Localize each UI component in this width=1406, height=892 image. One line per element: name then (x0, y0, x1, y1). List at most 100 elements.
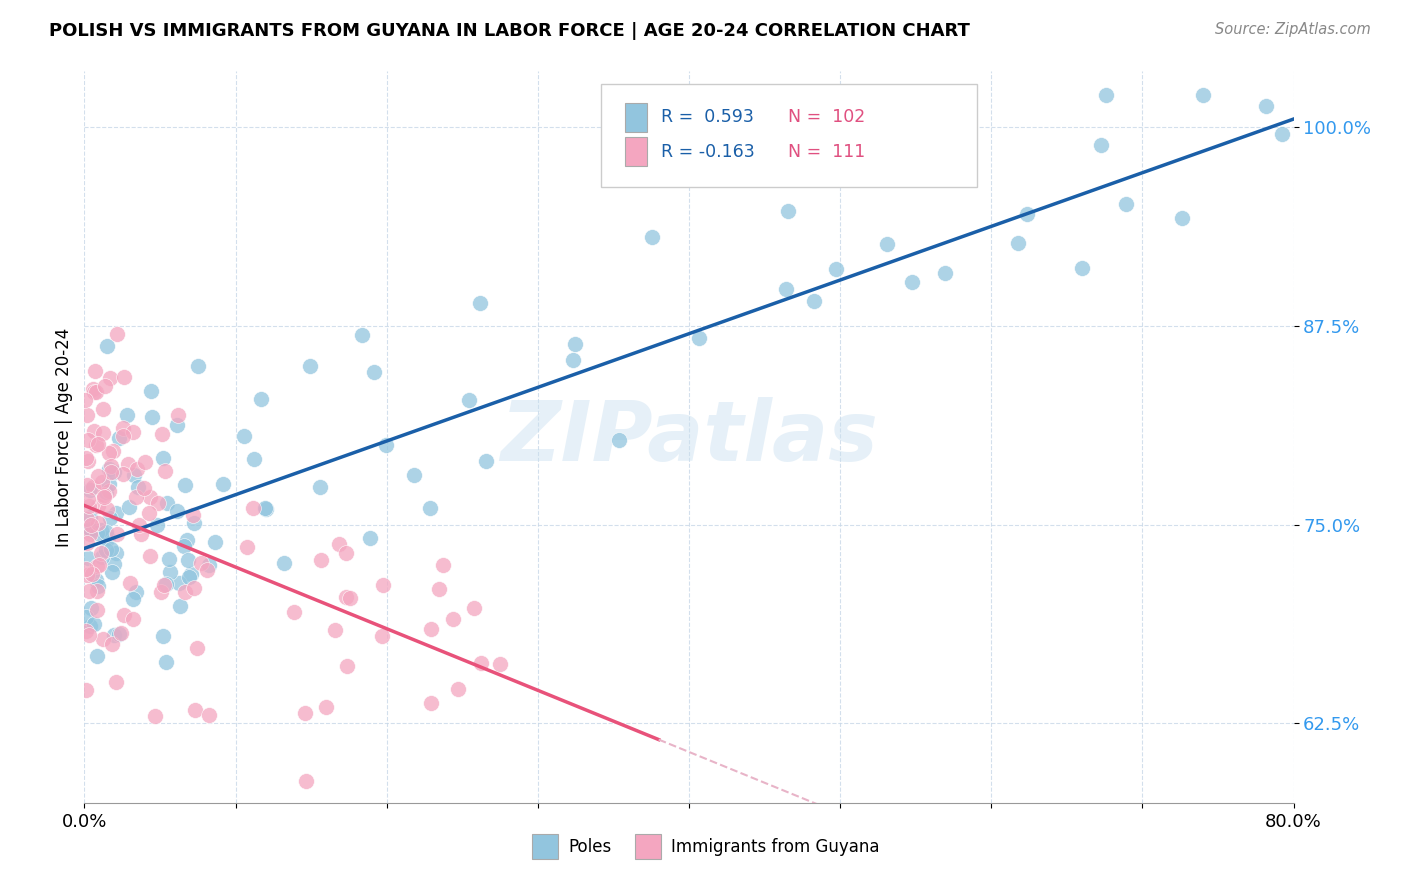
Poles (1015, 207, 1038, 221)
Poles (1115, 197, 1137, 211)
Immigrants from Guyana (129, 527, 152, 541)
Immigrants from Guyana (112, 608, 135, 623)
Immigrants from Guyana (463, 601, 485, 615)
Immigrants from Guyana (181, 508, 204, 522)
Immigrants from Guyana (328, 537, 350, 551)
Poles (94, 484, 117, 499)
Immigrants from Guyana (447, 682, 470, 697)
Immigrants from Guyana (138, 549, 160, 563)
Poles (122, 468, 145, 483)
Immigrants from Guyana (98, 371, 121, 385)
Poles (183, 516, 205, 530)
Poles (609, 433, 631, 447)
Poles (1095, 88, 1118, 103)
Poles (232, 429, 254, 443)
Poles (152, 629, 174, 643)
Poles (107, 432, 129, 446)
Immigrants from Guyana (167, 408, 190, 422)
Poles (1007, 236, 1029, 251)
Immigrants from Guyana (112, 429, 135, 443)
Poles (934, 266, 956, 280)
Bar (634, 834, 661, 860)
Immigrants from Guyana (315, 700, 337, 714)
Poles (90, 524, 112, 538)
Poles (159, 566, 181, 580)
Poles (80, 524, 103, 538)
Immigrants from Guyana (86, 584, 108, 599)
Immigrants from Guyana (76, 568, 98, 582)
Poles (309, 480, 332, 494)
Poles (176, 533, 198, 547)
Immigrants from Guyana (97, 446, 120, 460)
Poles (83, 617, 105, 632)
Y-axis label: In Labor Force | Age 20-24: In Labor Force | Age 20-24 (55, 327, 73, 547)
Immigrants from Guyana (184, 703, 207, 717)
Immigrants from Guyana (128, 517, 150, 532)
Poles (152, 451, 174, 466)
Immigrants from Guyana (122, 612, 145, 626)
Poles (139, 384, 162, 399)
Immigrants from Guyana (125, 491, 148, 505)
Poles (108, 627, 131, 641)
Immigrants from Guyana (83, 384, 105, 399)
Text: N =  111: N = 111 (789, 143, 865, 161)
Immigrants from Guyana (87, 499, 110, 513)
Poles (79, 483, 101, 497)
Immigrants from Guyana (91, 426, 114, 441)
Immigrants from Guyana (82, 382, 104, 396)
Immigrants from Guyana (77, 454, 100, 468)
Poles (177, 553, 200, 567)
Poles (169, 599, 191, 614)
Poles (1090, 137, 1112, 152)
Poles (402, 468, 425, 483)
Poles (419, 500, 441, 515)
Poles (187, 359, 209, 373)
Immigrants from Guyana (112, 369, 135, 384)
Text: Poles: Poles (568, 838, 612, 855)
Poles (562, 353, 585, 368)
Immigrants from Guyana (93, 488, 115, 502)
Immigrants from Guyana (432, 558, 454, 572)
Immigrants from Guyana (91, 632, 114, 646)
Poles (157, 552, 180, 566)
Immigrants from Guyana (77, 628, 100, 642)
Immigrants from Guyana (75, 450, 97, 465)
Immigrants from Guyana (489, 657, 512, 671)
Poles (103, 557, 125, 571)
Poles (776, 204, 799, 219)
Poles (474, 454, 496, 468)
Immigrants from Guyana (86, 603, 108, 617)
Immigrants from Guyana (153, 578, 176, 592)
Poles (250, 392, 273, 406)
Immigrants from Guyana (86, 559, 108, 574)
Poles (803, 294, 825, 309)
Poles (125, 585, 148, 599)
Text: Source: ZipAtlas.com: Source: ZipAtlas.com (1215, 22, 1371, 37)
Poles (1271, 127, 1294, 141)
Poles (352, 327, 374, 342)
Poles (363, 365, 385, 379)
Immigrants from Guyana (77, 491, 100, 506)
Poles (104, 507, 127, 521)
Immigrants from Guyana (76, 536, 98, 550)
Immigrants from Guyana (152, 426, 174, 441)
Immigrants from Guyana (294, 706, 316, 721)
Poles (121, 592, 143, 607)
Poles (79, 618, 101, 632)
Poles (204, 534, 226, 549)
Immigrants from Guyana (110, 625, 132, 640)
Immigrants from Guyana (197, 707, 219, 722)
Poles (1171, 211, 1194, 226)
Poles (166, 417, 188, 432)
Poles (359, 532, 381, 546)
Poles (86, 648, 108, 663)
Immigrants from Guyana (295, 774, 318, 789)
Immigrants from Guyana (93, 490, 115, 504)
Immigrants from Guyana (132, 481, 155, 495)
Poles (901, 275, 924, 289)
Text: POLISH VS IMMIGRANTS FROM GUYANA IN LABOR FORCE | AGE 20-24 CORRELATION CHART: POLISH VS IMMIGRANTS FROM GUYANA IN LABO… (49, 22, 970, 40)
Poles (1191, 88, 1213, 103)
Poles (179, 570, 201, 584)
Immigrants from Guyana (441, 612, 464, 626)
Immigrants from Guyana (100, 458, 122, 473)
